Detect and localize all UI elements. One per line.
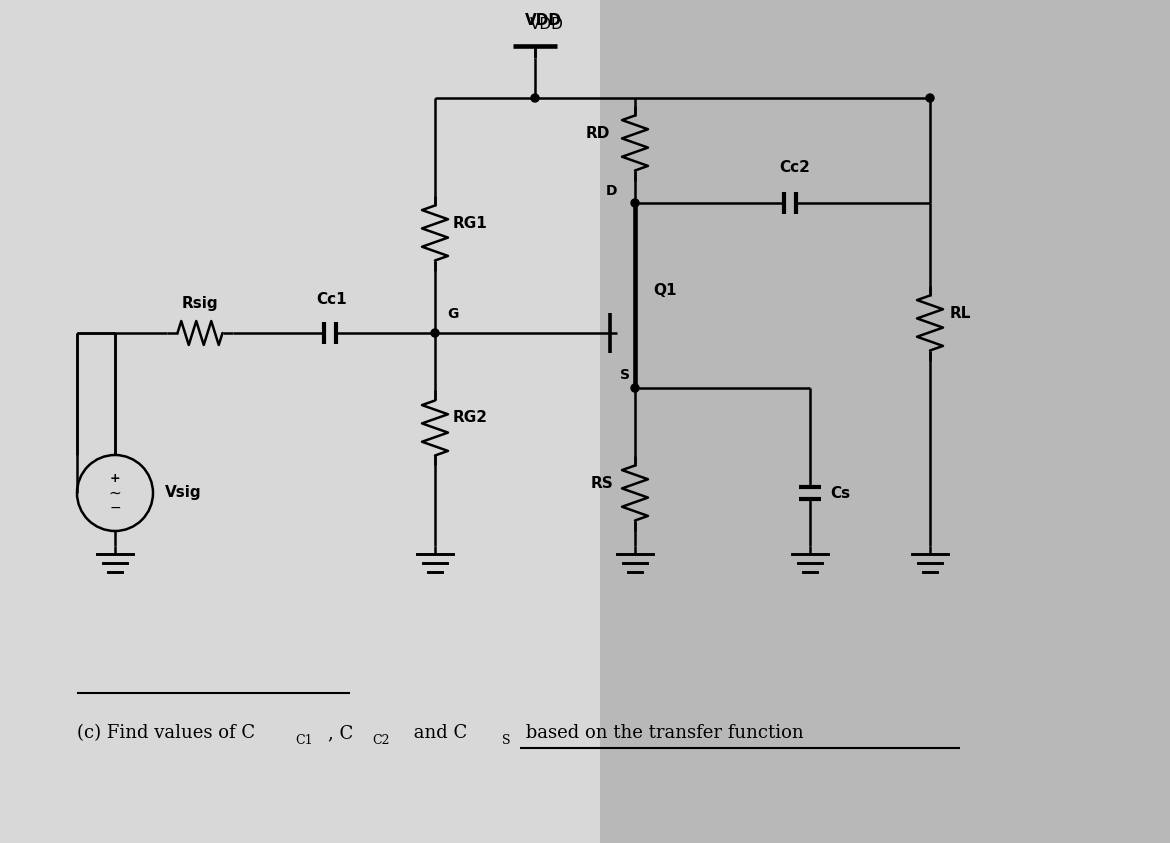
Text: RS: RS <box>590 475 613 491</box>
Text: +: + <box>110 472 121 486</box>
Text: Vsig: Vsig <box>165 486 201 501</box>
Bar <box>0 0 600 843</box>
Bar <box>600 0 1170 843</box>
Text: Q1: Q1 <box>653 283 676 298</box>
Text: RL: RL <box>950 305 971 320</box>
Text: based on the transfer function: based on the transfer function <box>519 724 804 742</box>
Text: C2: C2 <box>372 734 390 748</box>
Text: VDD: VDD <box>530 17 564 32</box>
Text: S: S <box>502 734 510 748</box>
Circle shape <box>431 329 439 337</box>
Text: , C: , C <box>328 724 353 742</box>
Text: and C: and C <box>408 724 467 742</box>
Circle shape <box>925 94 934 102</box>
Text: D: D <box>606 184 617 198</box>
Text: Rsig: Rsig <box>181 296 219 311</box>
Text: S: S <box>620 368 629 382</box>
Circle shape <box>631 384 639 392</box>
Text: VDD: VDD <box>524 13 562 28</box>
Circle shape <box>531 94 539 102</box>
Text: C1: C1 <box>295 734 312 748</box>
Text: RD: RD <box>586 126 610 141</box>
Text: Cc1: Cc1 <box>317 292 347 307</box>
Text: −: − <box>109 501 121 515</box>
Text: G: G <box>447 307 459 321</box>
Text: Cc2: Cc2 <box>779 160 811 175</box>
Text: RG1: RG1 <box>453 216 488 230</box>
Text: (c) Find values of C: (c) Find values of C <box>77 724 255 742</box>
Text: ~: ~ <box>109 486 122 501</box>
Text: Cs: Cs <box>830 486 851 501</box>
Text: RG2: RG2 <box>453 411 488 426</box>
Circle shape <box>631 199 639 207</box>
